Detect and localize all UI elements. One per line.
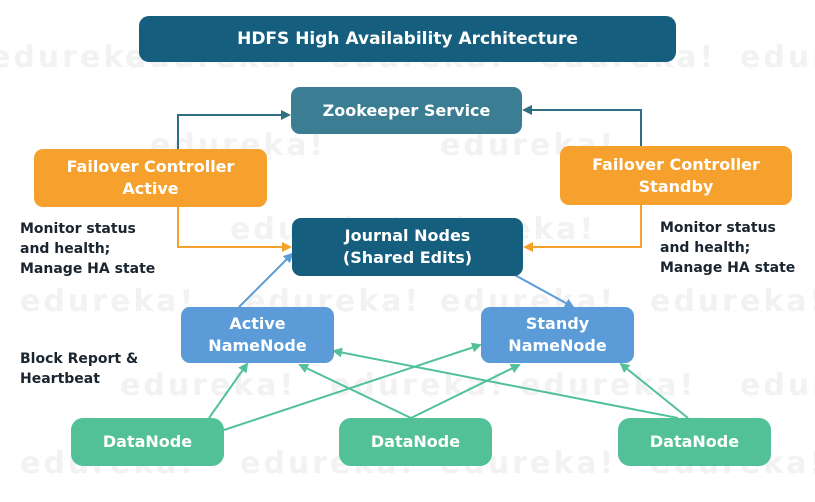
journal-nodes-line2: (Shared Edits) (342, 248, 473, 267)
monitor-status-label-right: Monitor status and health; Manage HA sta… (660, 218, 795, 278)
monitor-right-line2: and health; (660, 240, 751, 256)
block-report-line1: Block Report & (20, 351, 139, 367)
arrow-fc-active-to-journal (177, 207, 292, 252)
datanode-box-3: DataNode (618, 418, 771, 466)
watermark: edureka! (740, 368, 815, 403)
diagram-title: HDFS High Availability Architecture (139, 16, 676, 62)
arrow-fc-standby-to-journal (523, 205, 642, 252)
watermark: edureka! (740, 40, 815, 75)
standby-namenode-line2: NameNode (508, 336, 607, 355)
failover-active-line2: Active (122, 179, 179, 198)
arrow-datanode1-to-standby-namenode (223, 342, 482, 431)
monitor-right-line1: Monitor status (660, 220, 776, 236)
zookeeper-service-label: Zookeeper Service (322, 100, 491, 120)
failover-standby-line2: Standby (638, 176, 714, 196)
standby-namenode-box: Standy NameNode (481, 307, 634, 363)
active-namenode-line2: NameNode (208, 336, 307, 355)
datanode-label: DataNode (102, 432, 193, 451)
watermark: edureka! (650, 284, 815, 319)
arrow-journal-to-standby-namenode (512, 273, 575, 308)
failover-active-line1: Failover Controller (66, 157, 235, 176)
zookeeper-service-box: Zookeeper Service (291, 87, 522, 134)
standby-namenode-line1: Standy (525, 314, 590, 333)
arrow-fc-active-to-zookeeper (177, 110, 291, 149)
arrow-fc-standby-to-zookeeper (522, 105, 642, 146)
watermark: edureka! (520, 368, 697, 403)
arrow-datanode1-to-active-namenode (208, 362, 249, 419)
monitor-status-label-left: Monitor status and health; Manage HA sta… (20, 219, 155, 279)
monitor-left-line2: and health; (20, 241, 111, 257)
arrow-active-namenode-to-journal (238, 252, 294, 308)
diagram-title-text: HDFS High Availability Architecture (237, 29, 578, 49)
active-namenode-line1: Active (229, 314, 286, 333)
watermark: edureka! (20, 284, 197, 319)
watermark: edureka! (120, 368, 297, 403)
failover-controller-standby-box: Failover Controller Standby (560, 146, 792, 205)
arrow-datanode2-to-active-namenode (298, 363, 412, 419)
active-namenode-box: Active NameNode (181, 307, 334, 363)
arrow-datanode3-to-standby-namenode (619, 362, 689, 419)
datanode-box-1: DataNode (71, 418, 224, 466)
monitor-right-line3: Manage HA state (660, 260, 796, 276)
block-report-label: Block Report & Heartbeat (20, 349, 138, 389)
failover-standby-line1: Failover Controller (592, 154, 760, 174)
watermark: edureka! (0, 40, 167, 75)
monitor-left-line3: Manage HA state (20, 261, 156, 277)
failover-controller-active-box: Failover Controller Active (34, 149, 267, 207)
arrow-datanode3-to-active-namenode (332, 347, 679, 419)
datanode-label: DataNode (649, 432, 740, 451)
arrow-datanode2-to-standby-namenode (410, 364, 521, 419)
block-report-line2: Heartbeat (20, 371, 100, 387)
monitor-left-line1: Monitor status (20, 221, 136, 237)
journal-nodes-line1: Journal Nodes (344, 226, 471, 245)
datanode-label: DataNode (370, 432, 461, 451)
journal-nodes-box: Journal Nodes (Shared Edits) (292, 218, 523, 276)
datanode-box-2: DataNode (339, 418, 492, 466)
